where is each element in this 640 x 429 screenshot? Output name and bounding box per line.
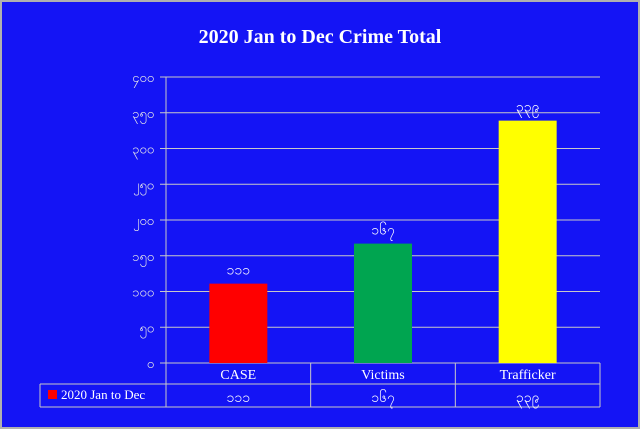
y-tick-label: ၂၀၀ bbox=[133, 214, 154, 231]
data-label: ၁၁၁ bbox=[227, 263, 251, 279]
bar bbox=[209, 283, 268, 363]
y-tick-label: ၂၅၀ bbox=[133, 178, 154, 195]
y-tick-label: ၁၅၀ bbox=[132, 250, 154, 267]
table-value: ၁၁၁ bbox=[227, 390, 251, 406]
y-tick-label: ၄၀၀ bbox=[132, 71, 154, 88]
bar bbox=[354, 243, 412, 363]
data-label: ၃၃၉ bbox=[516, 100, 540, 118]
bar bbox=[498, 120, 557, 364]
chart-title: 2020 Jan to Dec Crime Total bbox=[198, 26, 442, 48]
data-label: ၁၆၇ bbox=[371, 223, 395, 241]
category-label: Victims bbox=[361, 368, 405, 383]
y-tick-label: ၁၀၀ bbox=[132, 286, 154, 301]
y-tick-label: ၀ bbox=[147, 357, 154, 372]
legend-label: 2020 Jan to Dec bbox=[61, 387, 145, 402]
category-label: Trafficker bbox=[500, 368, 556, 383]
category-label: CASE bbox=[220, 368, 256, 383]
y-tick-label: ၅၀ bbox=[139, 321, 154, 338]
table-value: ၁၆၇ bbox=[371, 390, 395, 408]
legend-swatch bbox=[48, 390, 57, 399]
y-tick-label: ၃၅၀ bbox=[132, 107, 154, 124]
table-value: ၃၃၉ bbox=[516, 390, 540, 408]
y-tick-label: ၃၀၀ bbox=[132, 143, 154, 160]
